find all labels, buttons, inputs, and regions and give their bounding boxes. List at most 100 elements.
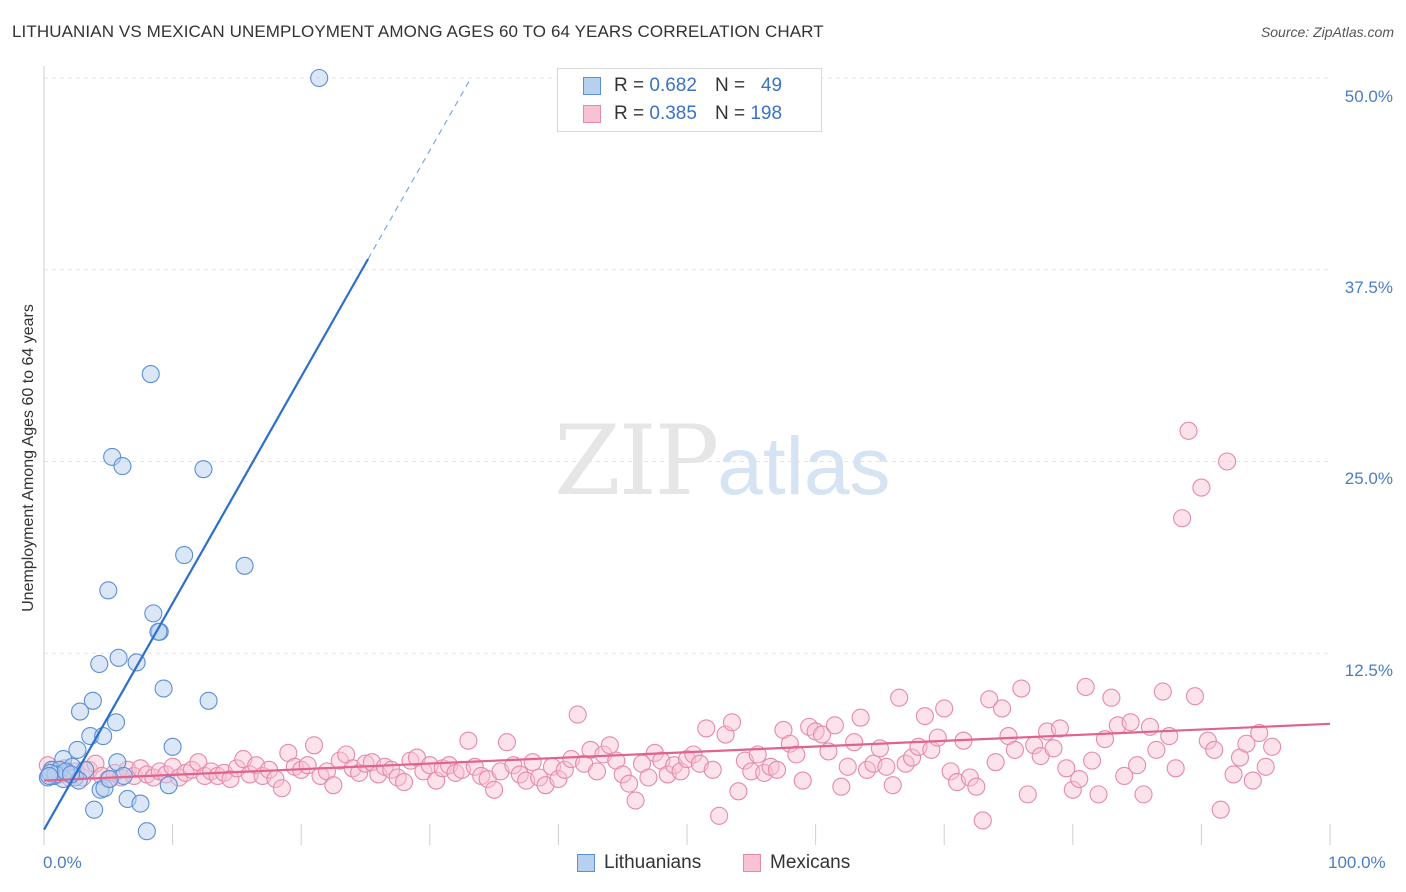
mexican-point bbox=[620, 774, 639, 793]
mexican-point bbox=[568, 705, 587, 724]
mexican-point bbox=[324, 776, 343, 795]
x-tick-label: 100.0% bbox=[1328, 853, 1386, 872]
mexican-point bbox=[1044, 739, 1063, 758]
mexican-point bbox=[1250, 723, 1269, 743]
lithuanian-point bbox=[99, 581, 118, 600]
mexican-point bbox=[626, 791, 645, 810]
mexican-trend-line bbox=[43, 722, 1331, 782]
y-tick-label: 37.5% bbox=[1344, 278, 1393, 297]
mexican-point bbox=[980, 690, 999, 709]
y-tick-label: 50.0% bbox=[1344, 87, 1393, 106]
watermark-atlas: atlas bbox=[717, 421, 891, 512]
mexican-point bbox=[1018, 785, 1037, 804]
lithuanian-point bbox=[83, 691, 102, 710]
mexican-point bbox=[395, 773, 414, 792]
r-value: 0.385 bbox=[649, 103, 697, 124]
legend-label: Lithuanians bbox=[604, 852, 702, 873]
mexican-point bbox=[902, 748, 922, 767]
mexican-point bbox=[221, 769, 240, 789]
mexican-point bbox=[832, 777, 851, 796]
y-tick-label: 12.5% bbox=[1344, 661, 1393, 680]
mexican-point bbox=[935, 699, 954, 718]
mexican-point bbox=[1005, 740, 1024, 759]
lithuanian-point bbox=[163, 737, 182, 756]
n-value: 49 bbox=[760, 75, 783, 96]
legend-row-lithuanians: R = 0.682 N = 49 bbox=[583, 75, 782, 97]
lithuanian-point bbox=[159, 776, 178, 795]
mexican-point bbox=[350, 763, 369, 782]
bottom-legend-mexicans: Mexicans bbox=[743, 852, 850, 874]
mexican-point bbox=[729, 782, 748, 801]
chart-title: LITHUANIAN VS MEXICAN UNEMPLOYMENT AMONG… bbox=[12, 22, 824, 41]
mexican-point bbox=[703, 760, 722, 779]
lithuanian-point bbox=[85, 800, 104, 819]
watermark-zip: ZIP bbox=[554, 405, 719, 517]
watermark: ZIPatlas bbox=[554, 405, 890, 517]
lithuanian-point bbox=[144, 604, 163, 623]
mexican-point bbox=[967, 777, 986, 796]
mexican-point bbox=[1050, 719, 1069, 738]
mexican-point bbox=[767, 760, 787, 779]
mexican-point bbox=[305, 736, 324, 755]
mexican-point bbox=[1115, 766, 1134, 786]
correlation-legend: R = 0.682 N = 49 R = 0.385 N = 198 bbox=[557, 68, 822, 132]
mexican-point bbox=[587, 762, 607, 781]
mexican-point bbox=[1076, 677, 1095, 697]
mexican-point bbox=[1102, 688, 1121, 707]
mexican-point bbox=[1012, 679, 1031, 698]
lithuanian-point bbox=[141, 365, 160, 384]
lithuanians-swatch bbox=[577, 854, 595, 872]
lithuanian-point bbox=[194, 460, 213, 479]
mexican-point bbox=[973, 811, 992, 830]
mexican-point bbox=[793, 771, 812, 790]
mexican-point bbox=[1057, 759, 1076, 778]
mexican-point bbox=[1218, 452, 1237, 471]
mexican-point bbox=[697, 719, 716, 738]
mexican-point bbox=[530, 768, 549, 787]
mexican-point bbox=[1179, 421, 1198, 440]
mexican-point bbox=[1063, 780, 1082, 799]
legend-row-mexicans: R = 0.385 N = 198 bbox=[583, 103, 782, 125]
mexican-point bbox=[1205, 740, 1224, 759]
mexican-point bbox=[915, 707, 934, 726]
lithuanian-point bbox=[40, 766, 59, 786]
mexican-point bbox=[825, 716, 844, 735]
mexican-point bbox=[851, 708, 870, 727]
mexican-point bbox=[993, 699, 1012, 718]
mexican-point bbox=[459, 731, 478, 750]
y-axis-label: Unemployment Among Ages 60 to 64 years bbox=[20, 304, 37, 612]
bottom-legend-lithuanians: Lithuanians bbox=[577, 852, 701, 874]
mexican-point bbox=[388, 768, 407, 787]
mexican-point bbox=[941, 762, 960, 781]
lithuanian-point bbox=[106, 713, 126, 732]
mexican-point bbox=[845, 733, 864, 752]
r-value: 0.682 bbox=[649, 75, 697, 96]
mexican-point bbox=[356, 754, 375, 773]
mexican-point bbox=[485, 780, 504, 799]
lithuanian-point bbox=[131, 794, 150, 813]
n-value: 198 bbox=[750, 103, 783, 124]
y-tick-label: 25.0% bbox=[1344, 469, 1393, 488]
r-label: R = bbox=[614, 75, 645, 96]
mexican-point bbox=[1192, 478, 1211, 497]
lithuanian-point bbox=[310, 68, 329, 88]
legend-label: Mexicans bbox=[770, 852, 851, 873]
mexican-point bbox=[960, 768, 979, 787]
mexican-point bbox=[1070, 769, 1089, 789]
mexican-point bbox=[710, 806, 729, 825]
lithuanians-swatch bbox=[583, 77, 601, 95]
mexican-point bbox=[549, 769, 568, 789]
mexican-point bbox=[1198, 731, 1217, 750]
mexican-point bbox=[555, 760, 574, 779]
x-tick-label: 0.0% bbox=[43, 853, 82, 872]
mexican-point bbox=[1128, 756, 1147, 775]
lithuanian-point bbox=[137, 822, 156, 841]
source-label: Source: ZipAtlas.com bbox=[1260, 24, 1394, 40]
lithuanian-point bbox=[68, 740, 87, 759]
lithuanian-point bbox=[109, 648, 128, 667]
mexican-point bbox=[1243, 771, 1262, 790]
lithuanian-point bbox=[113, 457, 132, 476]
mexican-point bbox=[1121, 713, 1140, 732]
lithuanian-point bbox=[175, 546, 194, 565]
